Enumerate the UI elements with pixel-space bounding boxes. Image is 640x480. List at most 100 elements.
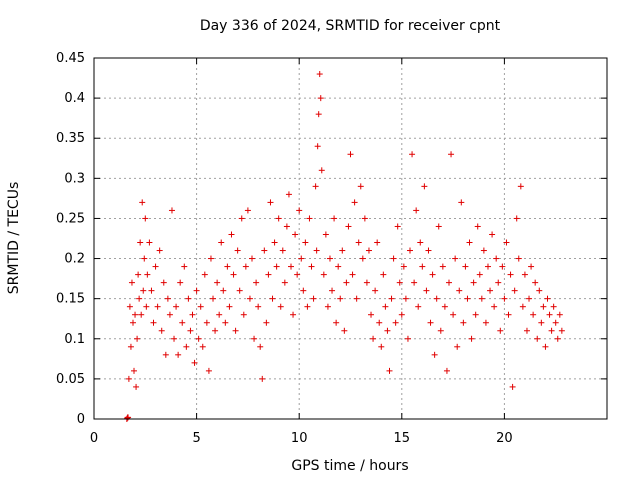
data-point (210, 295, 217, 302)
data-point (550, 303, 557, 310)
data-point (238, 215, 245, 222)
data-point (474, 223, 481, 230)
data-point (445, 279, 452, 286)
data-point (345, 223, 352, 230)
data-point (259, 375, 266, 382)
data-point (152, 263, 159, 270)
data-point (470, 279, 477, 286)
data-point (333, 319, 340, 326)
data-point (220, 287, 227, 294)
data-point (519, 303, 526, 310)
data-point (279, 247, 286, 254)
data-point (318, 167, 325, 174)
data-point (158, 327, 165, 334)
x-tick-label: 0 (90, 431, 98, 446)
x-tick-label: 20 (496, 431, 513, 446)
data-point (166, 311, 173, 318)
data-point (532, 279, 539, 286)
data-point (339, 247, 346, 254)
data-point (257, 343, 264, 350)
y-tick-label: 0.4 (64, 91, 85, 106)
x-tick-label: 10 (291, 431, 308, 446)
data-point (275, 215, 282, 222)
data-point (489, 231, 496, 238)
data-point (478, 295, 485, 302)
data-point (273, 263, 280, 270)
data-point (168, 207, 175, 214)
data-point (409, 151, 416, 158)
data-point (128, 279, 135, 286)
data-point (423, 287, 430, 294)
data-point (244, 207, 251, 214)
data-point (292, 231, 299, 238)
data-point (265, 271, 272, 278)
data-point (380, 271, 387, 278)
data-point (487, 287, 494, 294)
data-point (214, 279, 221, 286)
y-tick-label: 0.1 (64, 332, 85, 347)
data-point (534, 335, 541, 342)
data-point (306, 215, 313, 222)
data-point (365, 247, 372, 254)
data-point (126, 303, 133, 310)
data-point (304, 303, 311, 310)
data-point (421, 183, 428, 190)
data-point (382, 303, 389, 310)
data-point (148, 287, 155, 294)
data-point (150, 319, 157, 326)
data-point (511, 287, 518, 294)
data-point (138, 311, 145, 318)
data-point (255, 303, 262, 310)
data-point (437, 327, 444, 334)
data-point (501, 295, 508, 302)
data-point (355, 239, 362, 246)
data-point (125, 375, 132, 382)
data-point (232, 327, 239, 334)
data-point (523, 327, 530, 334)
data-point (368, 311, 375, 318)
data-point (378, 343, 385, 350)
data-point (540, 303, 547, 310)
data-point (177, 279, 184, 286)
data-point (316, 71, 323, 78)
data-point (353, 295, 360, 302)
data-point (300, 287, 307, 294)
data-point (413, 207, 420, 214)
data-point (517, 183, 524, 190)
data-point (322, 231, 329, 238)
data-point (187, 327, 194, 334)
data-point (230, 271, 237, 278)
y-tick-label: 0.15 (56, 292, 85, 307)
x-tick-label: 15 (394, 431, 411, 446)
y-tick-label: 0.3 (64, 171, 85, 186)
data-point (384, 327, 391, 334)
plot-frame (93, 57, 608, 420)
data-point (249, 255, 256, 262)
data-point (544, 295, 551, 302)
data-point (315, 111, 322, 118)
data-point (197, 303, 204, 310)
data-point (228, 231, 235, 238)
data-point (372, 287, 379, 294)
data-point (370, 335, 377, 342)
data-point (201, 271, 208, 278)
data-point (199, 343, 206, 350)
data-point (179, 319, 186, 326)
data-point (530, 311, 537, 318)
data-point (253, 279, 260, 286)
data-point (141, 255, 148, 262)
data-point (376, 319, 383, 326)
data-point (136, 295, 143, 302)
data-point (521, 271, 528, 278)
data-point (154, 303, 161, 310)
data-point (271, 239, 278, 246)
data-point (298, 255, 305, 262)
y-tick-label: 0.05 (56, 372, 85, 387)
data-point (415, 303, 422, 310)
data-point (326, 255, 333, 262)
data-point (439, 263, 446, 270)
data-point (466, 239, 473, 246)
data-point (317, 95, 324, 102)
data-point (454, 343, 461, 350)
